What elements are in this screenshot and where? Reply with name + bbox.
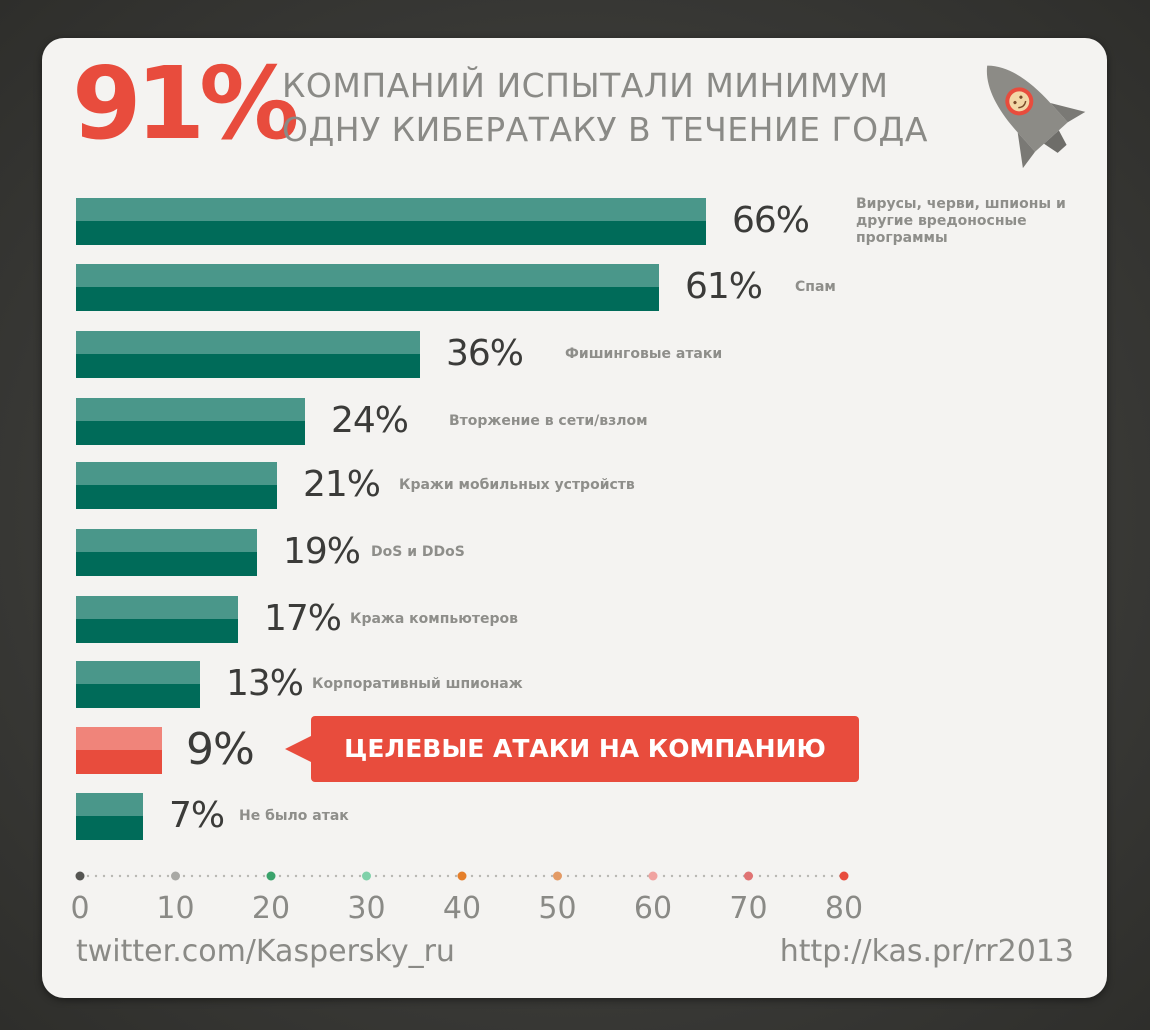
bar-bottom-band: [76, 684, 200, 708]
value-label: 24%: [331, 400, 409, 441]
bar-bottom-band: [76, 287, 659, 311]
bar-bottom-band: [76, 485, 277, 509]
bar-top-band: [76, 462, 277, 485]
infographic-card: [42, 38, 1107, 998]
bar-top-band: [76, 264, 659, 287]
bar: [76, 398, 305, 445]
bar-top-band: [76, 727, 162, 750]
bar: [76, 596, 238, 643]
bar-bottom-band: [76, 354, 420, 378]
category-label: Корпоративный шпионаж: [312, 676, 523, 693]
bar-top-band: [76, 529, 257, 552]
bar: [76, 462, 277, 509]
bar-top-band: [76, 661, 200, 684]
callout-text: ЦЕЛЕВЫЕ АТАКИ НА КОМПАНИЮ: [344, 734, 826, 763]
category-label: Спам: [795, 279, 836, 296]
value-label: 61%: [685, 266, 763, 307]
bar: [76, 793, 143, 840]
category-label-line: Спам: [795, 278, 836, 295]
bar-bottom-band: [76, 816, 143, 840]
value-label: 17%: [264, 598, 342, 639]
bar-bottom-band: [76, 221, 706, 245]
twitter-link[interactable]: twitter.com/Kaspersky_ru: [76, 934, 455, 969]
category-label: Вирусы, черви, шпионы и другие вредоносны…: [856, 196, 1066, 247]
report-link[interactable]: http://kas.pr/rr2013: [779, 934, 1074, 969]
bar-bottom-band: [76, 552, 257, 576]
value-label: 7%: [169, 795, 225, 836]
bar: [76, 198, 706, 245]
bar: [76, 661, 200, 708]
bar-top-band: [76, 793, 143, 816]
value-label: 36%: [446, 333, 524, 374]
category-label-line: программы: [856, 229, 948, 246]
value-label: 21%: [303, 464, 381, 505]
category-label: Не было атак: [239, 808, 349, 825]
category-label: Кражи мобильных устройств: [399, 477, 635, 494]
category-label-line: Кража компьютеров: [350, 610, 518, 627]
value-label: 19%: [283, 531, 361, 572]
value-label: 66%: [732, 200, 810, 241]
category-label-line: Не было атак: [239, 807, 349, 824]
category-label: Кража компьютеров: [350, 611, 518, 628]
category-label-line: другие вредоносные: [856, 212, 1027, 229]
bar-bottom-band: [76, 421, 305, 445]
bar-top-band: [76, 198, 706, 221]
value-label: 13%: [226, 663, 304, 704]
category-label-line: Кражи мобильных устройств: [399, 476, 635, 493]
headline-percent: 91%: [72, 45, 299, 162]
headline-line-1: КОМПАНИЙ ИСПЫТАЛИ МИНИМУМ: [282, 66, 889, 105]
category-label: DoS и DDoS: [371, 544, 465, 561]
category-label-line: Вирусы, черви, шпионы и: [856, 195, 1066, 212]
value-label: 9%: [186, 724, 255, 775]
bar: [76, 331, 420, 378]
bar-bottom-band: [76, 619, 238, 643]
bar-bottom-band: [76, 750, 162, 774]
category-label-line: Фишинговые атаки: [565, 345, 723, 362]
callout-arrow: [285, 735, 313, 763]
category-label: Фишинговые атаки: [565, 346, 722, 363]
category-label: Вторжение в сети/взлом: [449, 413, 648, 430]
bar-top-band: [76, 331, 420, 354]
bar: [76, 264, 659, 311]
bar: [76, 727, 162, 774]
bar: [76, 529, 257, 576]
bar-top-band: [76, 398, 305, 421]
rocket-icon: [986, 65, 1086, 169]
category-label-line: DoS и DDoS: [371, 543, 465, 560]
headline-text: КОМПАНИЙ ИСПЫТАЛИ МИНИМУМ ОДНУ КИБЕРАТАК…: [282, 64, 928, 152]
headline-line-2: ОДНУ КИБЕРАТАКУ В ТЕЧЕНИЕ ГОДА: [282, 110, 928, 149]
callout-box: ЦЕЛЕВЫЕ АТАКИ НА КОМПАНИЮ: [311, 716, 859, 782]
category-label-line: Корпоративный шпионаж: [312, 675, 523, 692]
bar-top-band: [76, 596, 238, 619]
category-label-line: Вторжение в сети/взлом: [449, 412, 648, 429]
